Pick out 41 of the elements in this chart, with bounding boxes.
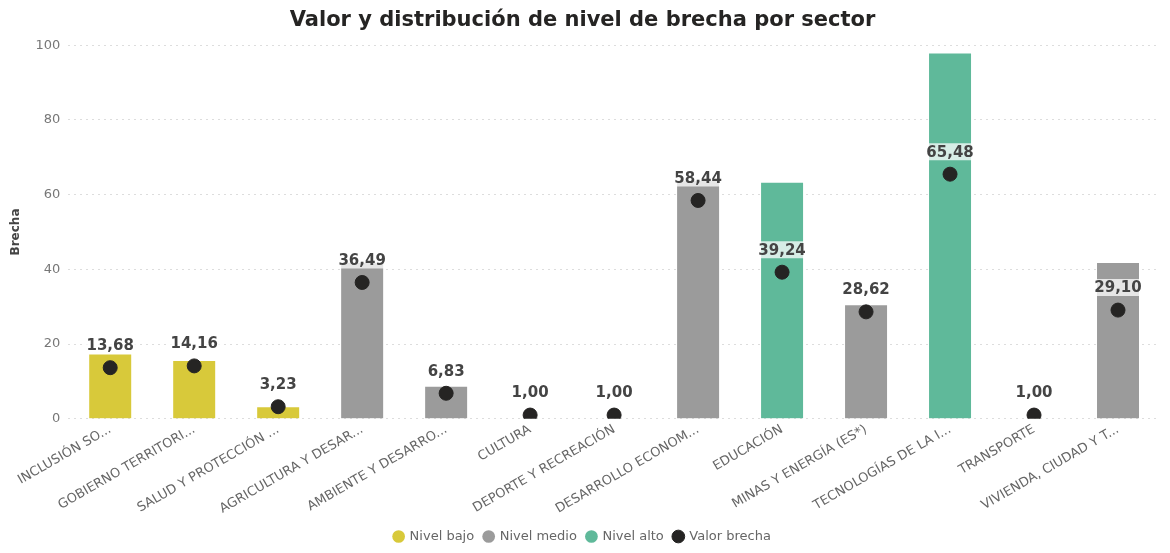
data-label: 1,00 [595, 383, 633, 402]
y-tick-label: 0 [51, 410, 61, 426]
point [102, 360, 118, 376]
data-label: 14,16 [170, 334, 218, 353]
data-label: 1,00 [1015, 383, 1053, 402]
point [438, 385, 454, 401]
data-label: 1,00 [511, 383, 549, 402]
point [942, 166, 958, 182]
bar [845, 305, 888, 419]
point [858, 304, 874, 320]
data-label: 39,24 [758, 240, 806, 259]
bar [929, 53, 972, 419]
y-tick-label: 80 [43, 111, 61, 127]
data-label: 28,62 [842, 280, 890, 299]
bar [1097, 263, 1139, 419]
point [354, 274, 370, 290]
legend-label: Nivel alto [602, 527, 664, 543]
y-tick-label: 100 [35, 36, 61, 52]
point [774, 264, 790, 280]
data-label: 36,49 [338, 250, 386, 269]
data-label: 29,10 [1094, 278, 1142, 297]
bar [761, 182, 804, 419]
point [186, 358, 202, 374]
data-label: 65,48 [926, 142, 974, 161]
legend-label: Valor brecha [689, 527, 771, 543]
point [270, 399, 286, 415]
point [690, 192, 706, 208]
data-label: 13,68 [86, 336, 134, 355]
y-tick-label: 60 [43, 186, 61, 202]
data-label: 6,83 [427, 361, 465, 380]
data-label: 3,23 [259, 375, 297, 394]
chart-title: Valor y distribución de nivel de brecha por sector [289, 7, 876, 32]
data-label: 58,44 [674, 168, 722, 187]
y-tick-label: 40 [43, 260, 61, 276]
y-axis-title: Brecha [8, 208, 23, 256]
bar [89, 354, 132, 419]
legend-label: Nivel bajo [409, 527, 475, 543]
legend-label: Nivel medio [499, 527, 577, 543]
point [1110, 302, 1126, 318]
bar [173, 360, 216, 419]
y-tick-label: 20 [43, 335, 61, 351]
